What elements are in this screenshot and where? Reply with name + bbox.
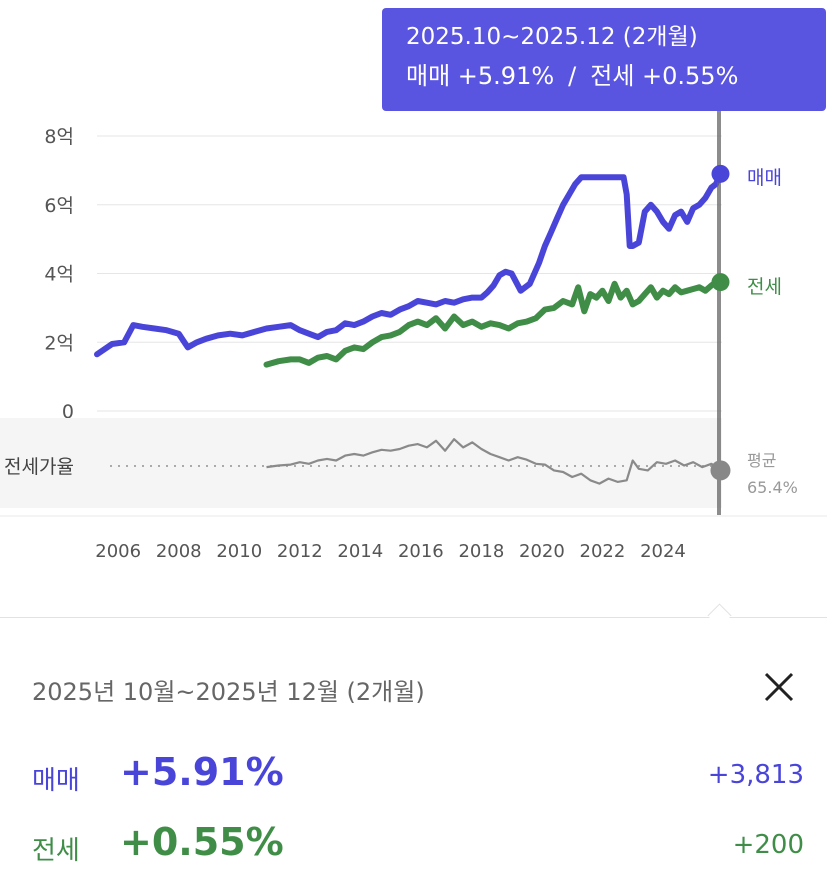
tooltip-sale-change: 매매 +5.91% (406, 62, 555, 90)
y-tick-label: 0 (62, 401, 74, 423)
hover-tooltip: 2025.10~2025.12 (2개월) 매매 +5.91% / 전세 +0.55… (382, 8, 826, 111)
x-axis-ticks: 2006 2008 2010 2012 2014 2016 2018 2020 2022 2024 (95, 541, 686, 562)
sale-percent: +5.91% (120, 750, 284, 794)
jeonse-end-marker (711, 273, 730, 292)
ratio-end-marker (710, 460, 731, 481)
jeonse-line (263, 279, 724, 368)
x-tick-label: 2018 (458, 541, 504, 562)
sale-series-end-label: 매매 (747, 167, 782, 189)
ratio-average-value: 65.4% (747, 478, 798, 497)
x-tick-label: 2014 (337, 541, 383, 562)
y-axis-ticks: 8억 6억 4억 2억 0 (44, 126, 74, 423)
panel-pointer-notch (707, 603, 732, 628)
y-tick-label: 4억 (44, 264, 74, 286)
x-tick-label: 2022 (580, 541, 626, 562)
panel-period-title: 2025년 10월~2025년 12월 (2개월) (32, 678, 425, 706)
sale-amount: +3,813 (707, 760, 804, 790)
y-tick-label: 2억 (44, 332, 74, 354)
close-button[interactable] (756, 664, 802, 710)
ratio-axis-label: 전세가율 (4, 456, 74, 478)
tooltip-period: 2025.10~2025.12 (2개월) (406, 24, 698, 50)
jeonse-series-end-label: 전세 (747, 276, 782, 298)
ratio-band-background (0, 418, 722, 508)
x-tick-label: 2024 (640, 541, 686, 562)
grid-lines (97, 135, 722, 412)
y-tick-label: 8억 (44, 126, 74, 148)
jeonse-amount: +200 (732, 830, 804, 860)
tooltip-values: 매매 +5.91% / 전세 +0.55% (406, 54, 802, 98)
x-tick-label: 2008 (156, 541, 202, 562)
ratio-average-label: 평균 (747, 451, 776, 470)
close-icon (764, 672, 794, 702)
sale-label: 매매 (32, 766, 80, 796)
panel-divider (0, 617, 827, 618)
end-markers (710, 164, 731, 481)
series-layer (94, 170, 724, 485)
x-tick-label: 2010 (216, 541, 262, 562)
tooltip-jeonse-change: 전세 +0.55% (590, 62, 739, 90)
jeonse-label: 전세 (32, 836, 80, 866)
x-tick-label: 2016 (398, 541, 444, 562)
jeonse-percent: +0.55% (120, 820, 284, 864)
y-tick-label: 6억 (44, 195, 74, 217)
tooltip-separator: / (568, 62, 577, 90)
sale-end-marker (711, 164, 730, 183)
x-tick-label: 2006 (95, 541, 141, 562)
jeonse-change-row: 전세 +0.55% +200 (32, 820, 804, 878)
x-tick-label: 2020 (519, 541, 565, 562)
sale-change-row: 매매 +5.91% +3,813 (32, 750, 804, 808)
x-tick-label: 2012 (277, 541, 323, 562)
